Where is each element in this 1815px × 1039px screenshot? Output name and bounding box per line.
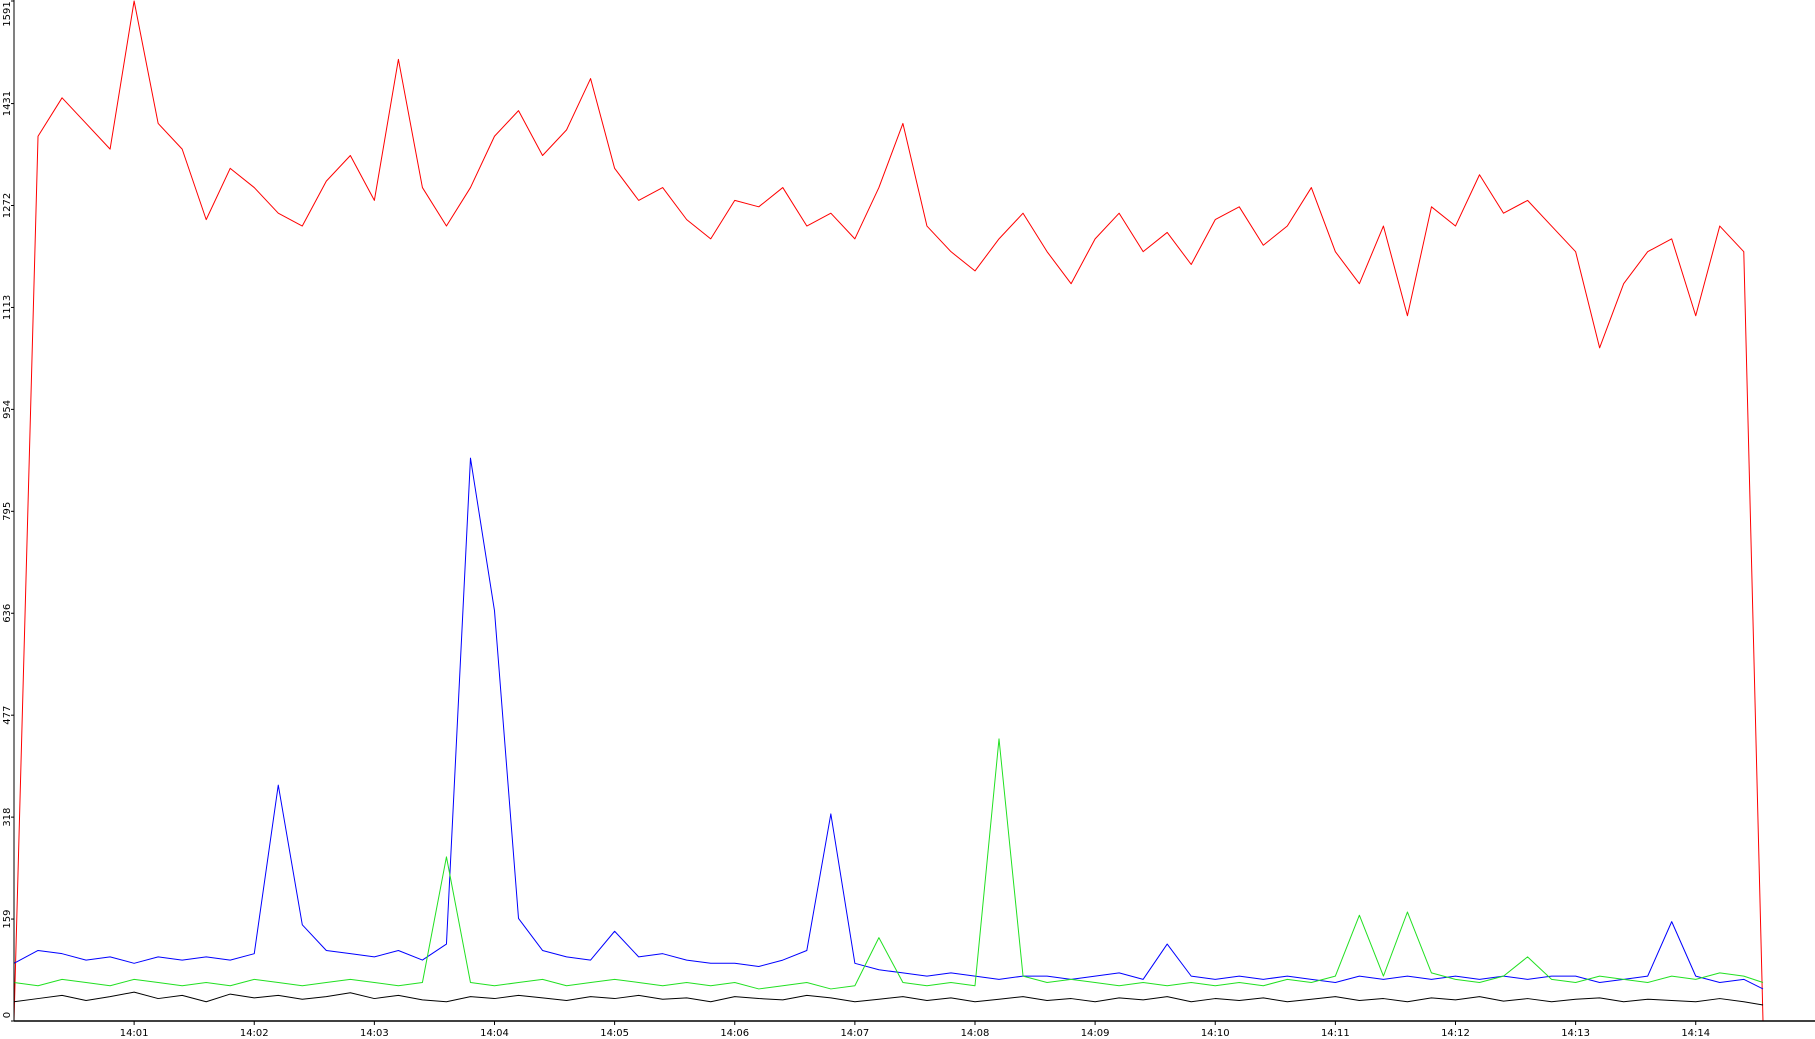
- x-tick-label: 14:08: [961, 1028, 990, 1039]
- y-tick-label: 636: [2, 604, 13, 623]
- y-tick-label: 1113: [2, 295, 13, 320]
- x-tick-label: 14:06: [720, 1028, 749, 1039]
- x-tick-label: 14:02: [240, 1028, 269, 1039]
- x-tick-label: 14:03: [360, 1028, 389, 1039]
- series-line: [13, 991, 1764, 1006]
- x-tick-label: 14:05: [600, 1028, 629, 1039]
- y-tick-label: 1591: [2, 1, 13, 26]
- x-tick-label: 14:11: [1321, 1028, 1350, 1039]
- x-tick-label: 14:14: [1681, 1028, 1710, 1039]
- y-tick-label: 0: [2, 1012, 13, 1018]
- y-tick-label: 1272: [2, 193, 13, 218]
- x-tick-label: 14:01: [120, 1028, 149, 1039]
- x-tick-label: 14:04: [480, 1028, 509, 1039]
- x-tick-label: 14:09: [1081, 1028, 1110, 1039]
- y-tick-label: 477: [2, 706, 13, 725]
- y-tick-label: 795: [2, 502, 13, 521]
- y-tick-label: 954: [2, 400, 13, 419]
- x-tick-label: 14:12: [1441, 1028, 1470, 1039]
- series-line: [13, 738, 1764, 990]
- x-tick-label: 14:13: [1561, 1028, 1590, 1039]
- y-tick-label: 318: [2, 808, 13, 827]
- y-tick-label: 159: [2, 910, 13, 929]
- x-tick-label: 14:10: [1201, 1028, 1230, 1039]
- x-tick-label: 14:07: [840, 1028, 869, 1039]
- series-line: [13, 0, 1764, 1022]
- series-line: [13, 457, 1764, 990]
- y-tick-label: 1431: [2, 91, 13, 116]
